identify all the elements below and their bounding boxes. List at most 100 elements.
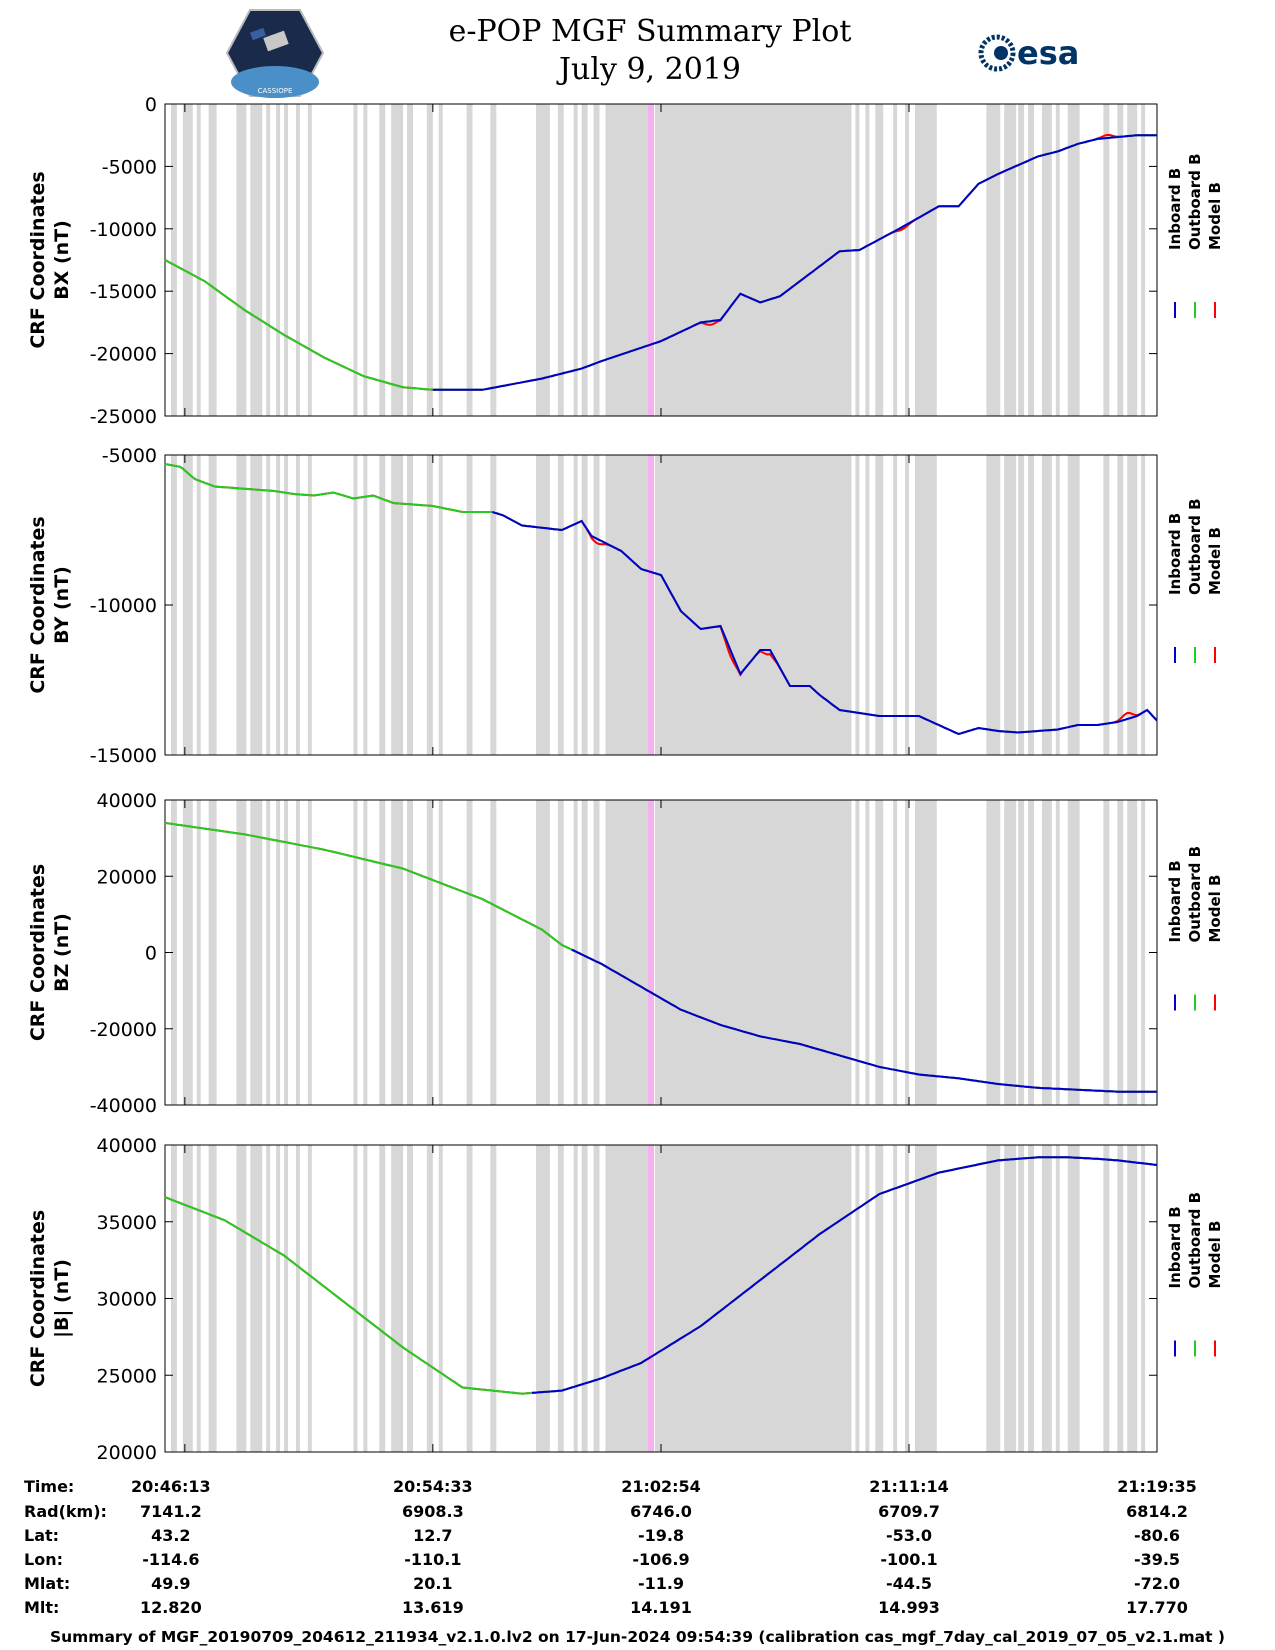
data-gap-band (893, 800, 898, 1105)
data-gap-band (307, 1145, 312, 1452)
orbit-value: 21:19:35 (1117, 1477, 1197, 1496)
data-gap-band (1141, 800, 1146, 1105)
data-gap-band (284, 800, 289, 1105)
data-gap-band (655, 1145, 852, 1452)
legend-label: Outboard B (1186, 846, 1204, 943)
orbit-value: 7141.2 (139, 1502, 202, 1521)
orbit-row-label: Mlt: (24, 1598, 60, 1617)
data-gap-band (1117, 104, 1124, 416)
data-gap-band (391, 800, 404, 1105)
data-gap-band (1028, 104, 1034, 416)
data-gap-band (236, 800, 247, 1105)
data-gap-band (875, 455, 884, 755)
data-gap-band (266, 800, 271, 1105)
data-gap-band (1127, 1145, 1138, 1452)
data-gap-band (208, 1145, 217, 1452)
data-gap-band (295, 800, 300, 1105)
data-gap-band (182, 800, 193, 1105)
esa-logo-inner (994, 46, 1008, 60)
data-gap-band (353, 455, 358, 755)
data-gap-band (490, 455, 497, 755)
data-gap-band (1055, 455, 1060, 755)
data-gap-band (276, 1145, 281, 1452)
data-gap-band (914, 104, 937, 416)
y-axis-label: CRF Coordinates (27, 171, 49, 348)
inboard-b-line (571, 948, 1157, 1093)
orbit-row-label: Rad(km): (24, 1502, 107, 1521)
data-gap-band (196, 1145, 201, 1452)
y-tick-label: -25000 (90, 406, 157, 428)
data-gap-band (284, 455, 289, 755)
data-gap-band (593, 800, 600, 1105)
data-gap-band (353, 800, 358, 1105)
data-gap-band (250, 104, 263, 416)
inboard-b-line (432, 134, 1157, 391)
orbit-value: 20.1 (413, 1574, 453, 1593)
data-gap-band (914, 800, 937, 1105)
y-axis-label-units: BX (nT) (51, 220, 73, 300)
data-gap-band (1117, 1145, 1124, 1452)
data-gap-band (353, 1145, 358, 1452)
data-gap-band (1141, 104, 1146, 416)
data-gap-band (1004, 800, 1017, 1105)
y-tick-label: -5000 (102, 445, 157, 467)
data-gap-band (236, 104, 247, 416)
data-gap-band (276, 104, 281, 416)
data-gap-band (905, 104, 909, 416)
data-gap-band (266, 104, 271, 416)
data-gap-band (490, 1145, 497, 1452)
esa-logo-text: esa (1017, 34, 1079, 72)
data-gap-band (182, 1145, 193, 1452)
data-gap-band (1127, 455, 1138, 755)
data-gap-band (581, 455, 588, 755)
data-gap-band (295, 455, 300, 755)
data-gap-band (363, 1145, 368, 1452)
orbit-value: 13.619 (401, 1598, 464, 1617)
data-gap-band (196, 104, 201, 416)
orbit-value: 6746.0 (630, 1502, 692, 1521)
data-gap-band (379, 1145, 386, 1452)
y-axis-label-units: BY (nT) (51, 566, 73, 644)
data-gap-band (986, 800, 1001, 1105)
data-gap-band (295, 1145, 300, 1452)
data-gap-band (1041, 1145, 1052, 1452)
data-gap-band (170, 104, 177, 416)
y-axis-label: CRF Coordinates (27, 1210, 49, 1387)
legend-label: Inboard B (1166, 860, 1184, 942)
data-gap-band (875, 1145, 884, 1452)
data-gap-band (593, 1145, 600, 1452)
data-gap-band (1067, 800, 1080, 1105)
data-gap-band (438, 104, 443, 416)
data-gap-band (536, 1145, 550, 1452)
data-gap-band (581, 800, 588, 1105)
data-gap-band (284, 104, 289, 416)
data-gap-band (250, 800, 263, 1105)
data-gap-band (466, 455, 473, 755)
y-tick-label: -5000 (102, 156, 157, 178)
data-gap-band (865, 800, 870, 1105)
y-tick-label: 40000 (97, 1135, 157, 1157)
orbit-value: -44.5 (885, 1574, 933, 1593)
y-tick-label: -10000 (90, 595, 157, 617)
y-tick-label: 25000 (97, 1365, 157, 1387)
data-gap-band (276, 800, 281, 1105)
highlight-band (648, 455, 655, 755)
data-gap-band (391, 1145, 404, 1452)
highlight-band (648, 104, 655, 416)
orbit-value: 20:54:33 (393, 1477, 473, 1496)
data-gap-band (875, 800, 884, 1105)
data-gap-band (391, 455, 404, 755)
orbit-value: 12.820 (139, 1598, 202, 1617)
orbit-info-table: Time: Rad(km): Lat: Lon: Mlat: Mlt: 20:46:13 71… (0, 1462, 1275, 1617)
data-gap-band (196, 455, 201, 755)
data-gap-band (353, 104, 358, 416)
data-gap-band (605, 800, 654, 1105)
orbit-value: 49.9 (151, 1574, 191, 1593)
data-gap-band (593, 104, 600, 416)
data-gap-band (1028, 1145, 1034, 1452)
data-gap-band (1018, 800, 1025, 1105)
data-gap-band (379, 104, 386, 416)
data-gap-band (1127, 104, 1138, 416)
data-gap-band (855, 104, 860, 416)
y-tick-label: -15000 (90, 745, 157, 767)
